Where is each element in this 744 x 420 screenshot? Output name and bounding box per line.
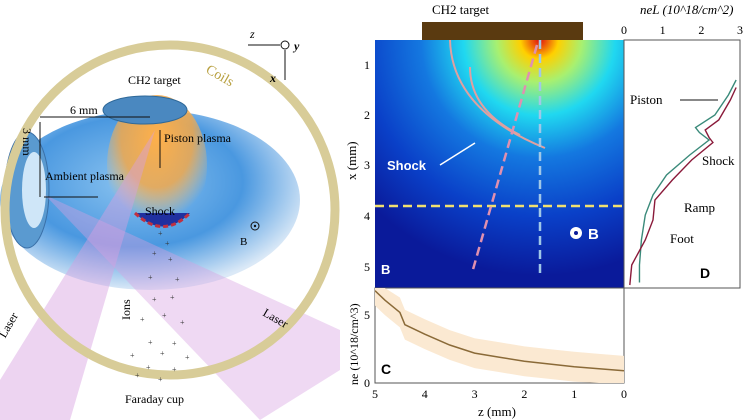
panel-d-xlabel: neL (10^18/cm^2)	[640, 2, 733, 17]
panel-c-label: C	[381, 361, 391, 377]
panel-b-ylabel: x (mm)	[344, 141, 359, 180]
annotation-piston: Piston	[630, 92, 663, 107]
panel-c-xtick: 3	[472, 387, 478, 401]
shock-contour-outer	[449, 39, 546, 149]
panel-b: CH2 target Shock B B 1 2 3 4 5 x (mm)	[344, 2, 624, 288]
svg-text:+: +	[135, 371, 140, 380]
laser-beam-left	[0, 130, 155, 420]
panel-c-xtick: 0	[621, 387, 627, 401]
axis-x-label: x	[269, 71, 276, 85]
ytick: 4	[364, 209, 370, 223]
ambient-label: Ambient plasma	[45, 169, 125, 183]
b-field-icon	[250, 221, 260, 231]
svg-text:+: +	[148, 273, 153, 282]
svg-text:+: +	[172, 339, 177, 348]
axis-y-label: y	[292, 39, 300, 53]
panel-b-field-label: B	[588, 226, 599, 243]
panel-c-xtick: 4	[422, 387, 428, 401]
svg-text:+: +	[158, 375, 163, 384]
panel-d-series-line-2	[629, 87, 737, 286]
panel-b-yticks: 1 2 3 4 5	[364, 58, 370, 274]
ytick: 1	[364, 58, 370, 72]
svg-text:+: +	[185, 353, 190, 362]
panel-c-ylabel: ne (10^18/cm^3)	[347, 303, 361, 385]
ytick: 2	[364, 108, 370, 122]
coordinate-axes: z y x	[248, 27, 300, 85]
svg-text:+: +	[165, 239, 170, 248]
panel-b-shock-label: Shock	[387, 158, 427, 173]
panel-c-xtick: 2	[521, 387, 527, 401]
svg-text:+: +	[180, 318, 185, 327]
panel-c-ytick: 5	[364, 308, 370, 322]
svg-text:+: +	[152, 249, 157, 258]
ytick: 3	[364, 158, 370, 172]
oblique-lineout	[470, 44, 539, 274]
annotation-shock: Shock	[702, 153, 735, 168]
dim-3mm: 3 mm	[20, 128, 34, 156]
dim-6mm: 6 mm	[70, 103, 98, 117]
panel-d-xtick: 0	[621, 23, 627, 37]
panel-d-label: D	[700, 265, 710, 281]
schematic-target-label: CH2 target	[128, 73, 181, 87]
annotation-ramp: Ramp	[684, 200, 715, 215]
panel-c-xtick: 1	[571, 387, 577, 401]
panel-b-target-label: CH2 target	[432, 2, 490, 17]
svg-text:+: +	[160, 349, 165, 358]
panel-d-frame	[623, 39, 741, 289]
density-map	[375, 40, 624, 288]
ytick: 5	[364, 260, 370, 274]
panel-d-xtick: 3	[737, 23, 743, 37]
panel-c-error-band	[375, 288, 624, 383]
coil-ring	[0, 40, 340, 380]
shock-front	[133, 211, 192, 228]
panel-c: C ne (10^18/cm^3) z (mm) 5 4 3 2 1 005	[347, 287, 627, 419]
svg-text:+: +	[152, 295, 157, 304]
ch2-target	[102, 95, 188, 125]
svg-text:+: +	[140, 315, 145, 324]
axis-z-label: z	[249, 27, 255, 41]
panel-c-series-line	[374, 290, 625, 372]
panel-d-xtick: 2	[698, 23, 704, 37]
svg-text:+: +	[172, 365, 177, 374]
panel-c-frame	[374, 287, 625, 384]
svg-text:+: +	[130, 351, 135, 360]
coils-label: Coils	[203, 62, 236, 90]
schematic-b-label: B	[240, 236, 247, 248]
schematic: ++++ + ++ + + +++ ++ + + + ++ + 6 mm 3 mm CH2 t…	[0, 27, 340, 420]
panel-d-xtick: 1	[660, 23, 666, 37]
piston-label: Piston plasma	[164, 131, 232, 145]
piston-plasma	[107, 95, 207, 235]
svg-text:+: +	[168, 255, 173, 264]
target-bar	[422, 22, 583, 40]
panel-d-series-line-1	[638, 79, 737, 283]
faraday-cup-label: Faraday cup	[125, 392, 184, 406]
panel-d: neL (10^18/cm^2) D Piston Shock Ramp Foo…	[621, 2, 743, 289]
svg-text:+: +	[175, 275, 180, 284]
laser-beam-right	[45, 195, 340, 420]
svg-text:+: +	[146, 363, 151, 372]
ions: ++++ + ++ + + +++ ++ + + + ++ +	[130, 229, 190, 384]
panel-c-ytick: 0	[364, 376, 370, 390]
panel-c-xlabel: z (mm)	[478, 404, 516, 419]
laser-left-label: Laser	[0, 310, 21, 340]
dimension-arrows	[39, 116, 161, 198]
svg-text:+: +	[170, 293, 175, 302]
svg-text:+: +	[148, 338, 153, 347]
panel-b-label: B	[381, 262, 390, 277]
shock-contour-inner	[469, 66, 521, 136]
ions-label: Ions	[119, 299, 133, 320]
svg-text:+: +	[158, 229, 163, 238]
ambient-target-face	[22, 152, 46, 228]
svg-text:+: +	[162, 311, 167, 320]
annotation-foot: Foot	[670, 231, 694, 246]
panel-c-xtick: 5	[372, 387, 378, 401]
schematic-shock-label: Shock	[145, 204, 175, 218]
shock-arrow	[439, 142, 476, 166]
